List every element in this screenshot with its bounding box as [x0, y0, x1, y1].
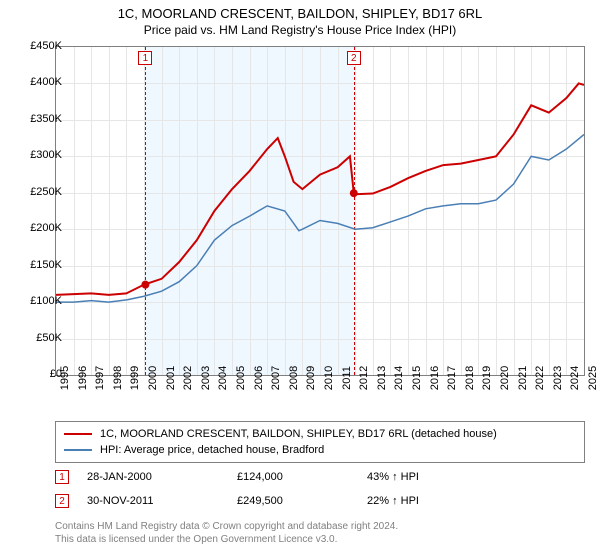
y-tick-label: £50K	[12, 332, 62, 344]
x-tick-label: 2020	[499, 366, 511, 390]
x-tick-label: 2019	[481, 366, 493, 390]
x-tick-label: 2018	[464, 366, 476, 390]
data-marker	[141, 281, 149, 289]
marker-row-badge: 2	[55, 494, 69, 508]
marker-row-pct: 43% ↑ HPI	[367, 471, 419, 483]
x-tick-label: 2024	[569, 366, 581, 390]
marker-data-row: 1 28-JAN-2000£124,00043% ↑ HPI	[55, 468, 585, 486]
x-tick-label: 2004	[217, 366, 229, 390]
title-subtitle: Price paid vs. HM Land Registry's House …	[0, 23, 600, 37]
series-hpi	[56, 134, 584, 302]
legend-item: HPI: Average price, detached house, Brad…	[64, 442, 576, 458]
x-tick-label: 2006	[253, 366, 265, 390]
x-tick-label: 2007	[270, 366, 282, 390]
marker-row-badge: 1	[55, 470, 69, 484]
y-tick-label: £450K	[12, 40, 62, 52]
legend-swatch	[64, 433, 92, 435]
x-tick-label: 2022	[534, 366, 546, 390]
x-tick-label: 1999	[129, 366, 141, 390]
y-tick-label: £350K	[12, 113, 62, 125]
y-tick-label: £400K	[12, 76, 62, 88]
x-tick-label: 2025	[587, 366, 599, 390]
title-block: 1C, MOORLAND CRESCENT, BAILDON, SHIPLEY,…	[0, 0, 600, 37]
x-tick-label: 2002	[182, 366, 194, 390]
marker-row-price: £124,000	[237, 471, 367, 483]
y-tick-label: £200K	[12, 222, 62, 234]
x-tick-label: 2003	[200, 366, 212, 390]
x-tick-label: 2005	[235, 366, 247, 390]
x-tick-label: 2010	[323, 366, 335, 390]
x-tick-label: 2016	[429, 366, 441, 390]
x-tick-label: 2023	[552, 366, 564, 390]
footer-line2: This data is licensed under the Open Gov…	[55, 533, 398, 546]
x-tick-label: 1998	[112, 366, 124, 390]
x-tick-label: 1997	[94, 366, 106, 390]
marker-data-row: 2 30-NOV-2011£249,50022% ↑ HPI	[55, 492, 585, 510]
marker-row-price: £249,500	[237, 495, 367, 507]
x-tick-label: 2001	[165, 366, 177, 390]
marker-row-date: 28-JAN-2000	[87, 471, 237, 483]
x-tick-label: 2012	[358, 366, 370, 390]
x-tick-label: 2009	[305, 366, 317, 390]
x-tick-label: 1995	[59, 366, 71, 390]
legend-swatch	[64, 449, 92, 451]
series-svg	[56, 47, 584, 375]
data-marker	[350, 189, 358, 197]
x-tick-label: 2008	[288, 366, 300, 390]
marker-row-pct: 22% ↑ HPI	[367, 495, 419, 507]
y-tick-label: £0	[12, 368, 62, 380]
legend-item: 1C, MOORLAND CRESCENT, BAILDON, SHIPLEY,…	[64, 426, 576, 442]
footer-line1: Contains HM Land Registry data © Crown c…	[55, 520, 398, 533]
legend-box: 1C, MOORLAND CRESCENT, BAILDON, SHIPLEY,…	[55, 421, 585, 463]
y-tick-label: £300K	[12, 149, 62, 161]
x-tick-label: 1996	[77, 366, 89, 390]
x-tick-label: 2013	[376, 366, 388, 390]
y-tick-label: £100K	[12, 295, 62, 307]
x-tick-label: 2017	[446, 366, 458, 390]
x-tick-label: 2015	[411, 366, 423, 390]
x-tick-label: 2000	[147, 366, 159, 390]
x-tick-label: 2021	[517, 366, 529, 390]
x-tick-label: 2014	[393, 366, 405, 390]
legend-label: 1C, MOORLAND CRESCENT, BAILDON, SHIPLEY,…	[100, 428, 497, 440]
marker-row-date: 30-NOV-2011	[87, 495, 237, 507]
series-price_paid	[56, 83, 584, 294]
legend-label: HPI: Average price, detached house, Brad…	[100, 444, 324, 456]
y-tick-label: £250K	[12, 186, 62, 198]
plot-area: 12	[55, 46, 585, 376]
y-tick-label: £150K	[12, 259, 62, 271]
title-address: 1C, MOORLAND CRESCENT, BAILDON, SHIPLEY,…	[0, 6, 600, 21]
chart-container: 1C, MOORLAND CRESCENT, BAILDON, SHIPLEY,…	[0, 0, 600, 560]
x-tick-label: 2011	[341, 366, 353, 390]
footer-note: Contains HM Land Registry data © Crown c…	[55, 520, 398, 546]
